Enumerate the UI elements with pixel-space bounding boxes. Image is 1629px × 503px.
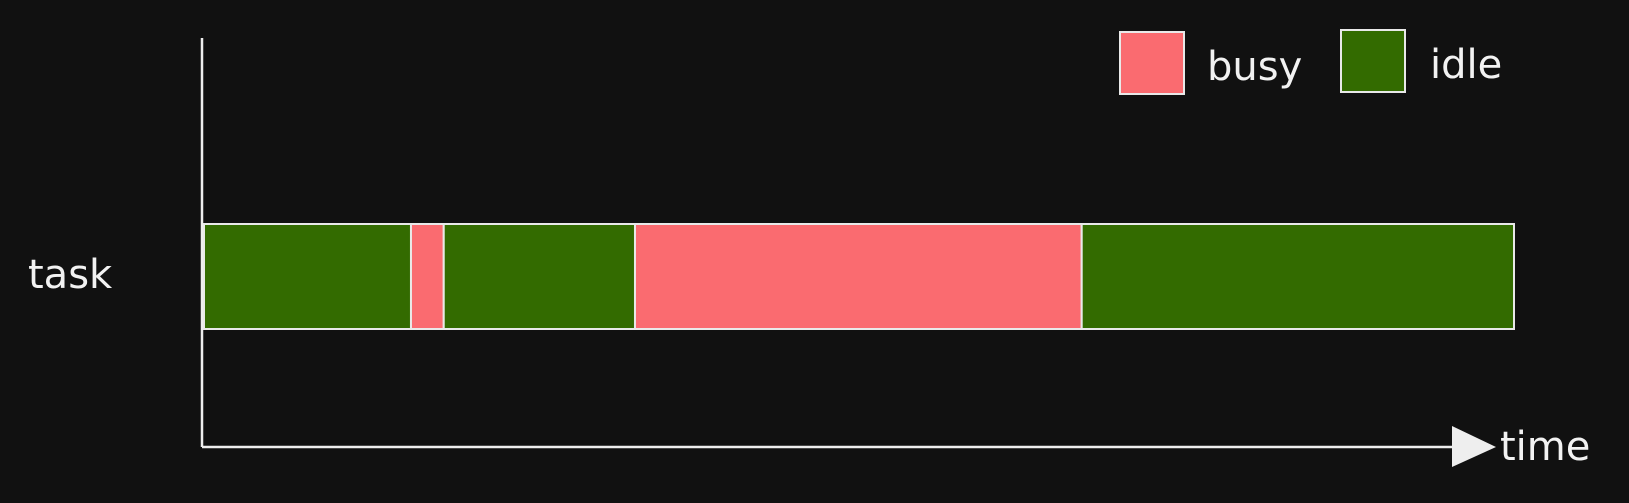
timeline-segments [203, 223, 1515, 330]
x-axis-label: time [1500, 424, 1590, 470]
segment-idle-0 [203, 223, 412, 330]
segment-idle-2 [442, 223, 636, 330]
segment-busy-1 [409, 223, 445, 330]
legend-swatch-busy [1119, 31, 1185, 95]
legend-label-idle: idle [1430, 42, 1502, 88]
legend: busy idle [1119, 29, 1502, 95]
category-label-task: task [28, 252, 113, 298]
x-axis-arrow-icon [1452, 426, 1496, 467]
segment-busy-3 [633, 223, 1083, 330]
segment-idle-4 [1080, 223, 1515, 330]
legend-swatch-idle [1340, 29, 1406, 93]
legend-label-busy: busy [1207, 44, 1302, 90]
